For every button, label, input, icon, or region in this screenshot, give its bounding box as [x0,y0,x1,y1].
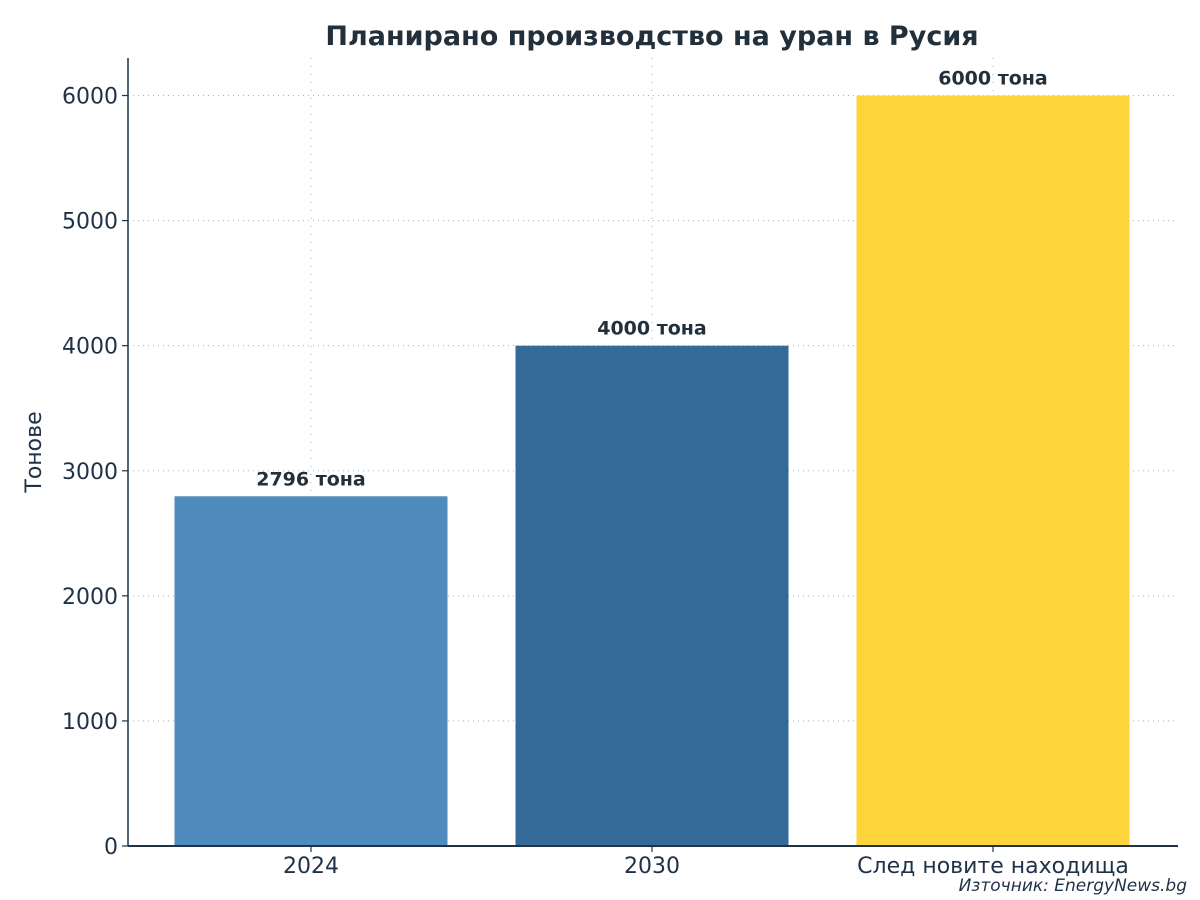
x-tick-label: 2024 [283,854,339,879]
x-tick-label: След новите находища [857,854,1129,879]
y-axis-label: Тонове [22,411,47,493]
x-axis-ticks: 2024 2030 След новите находища [283,846,1129,879]
y-tick-label: 1000 [62,710,118,735]
data-label-3: 6000 тона [938,68,1048,90]
y-axis-ticks: 0 1000 2000 3000 4000 5000 6000 [62,85,128,860]
y-tick-label: 4000 [62,335,118,360]
data-label-1: 2796 тона [256,468,366,490]
x-tick-label: 2030 [624,854,680,879]
y-tick-label: 3000 [62,460,118,485]
bar-2 [515,345,789,846]
data-labels: 2796 тона 4000 тона 6000 тона [256,68,1048,491]
bars [174,95,1130,847]
y-tick-label: 2000 [62,585,118,610]
data-label-2: 4000 тона [597,318,707,340]
bar-3 [856,95,1130,847]
y-tick-label: 6000 [62,85,118,110]
y-tick-label: 0 [104,835,118,860]
chart-title: Планирано производство на уран в Русия [325,21,978,52]
y-tick-label: 5000 [62,210,118,235]
source-note: Източник: EnergyNews.bg [959,876,1188,896]
bar-1 [174,496,448,846]
